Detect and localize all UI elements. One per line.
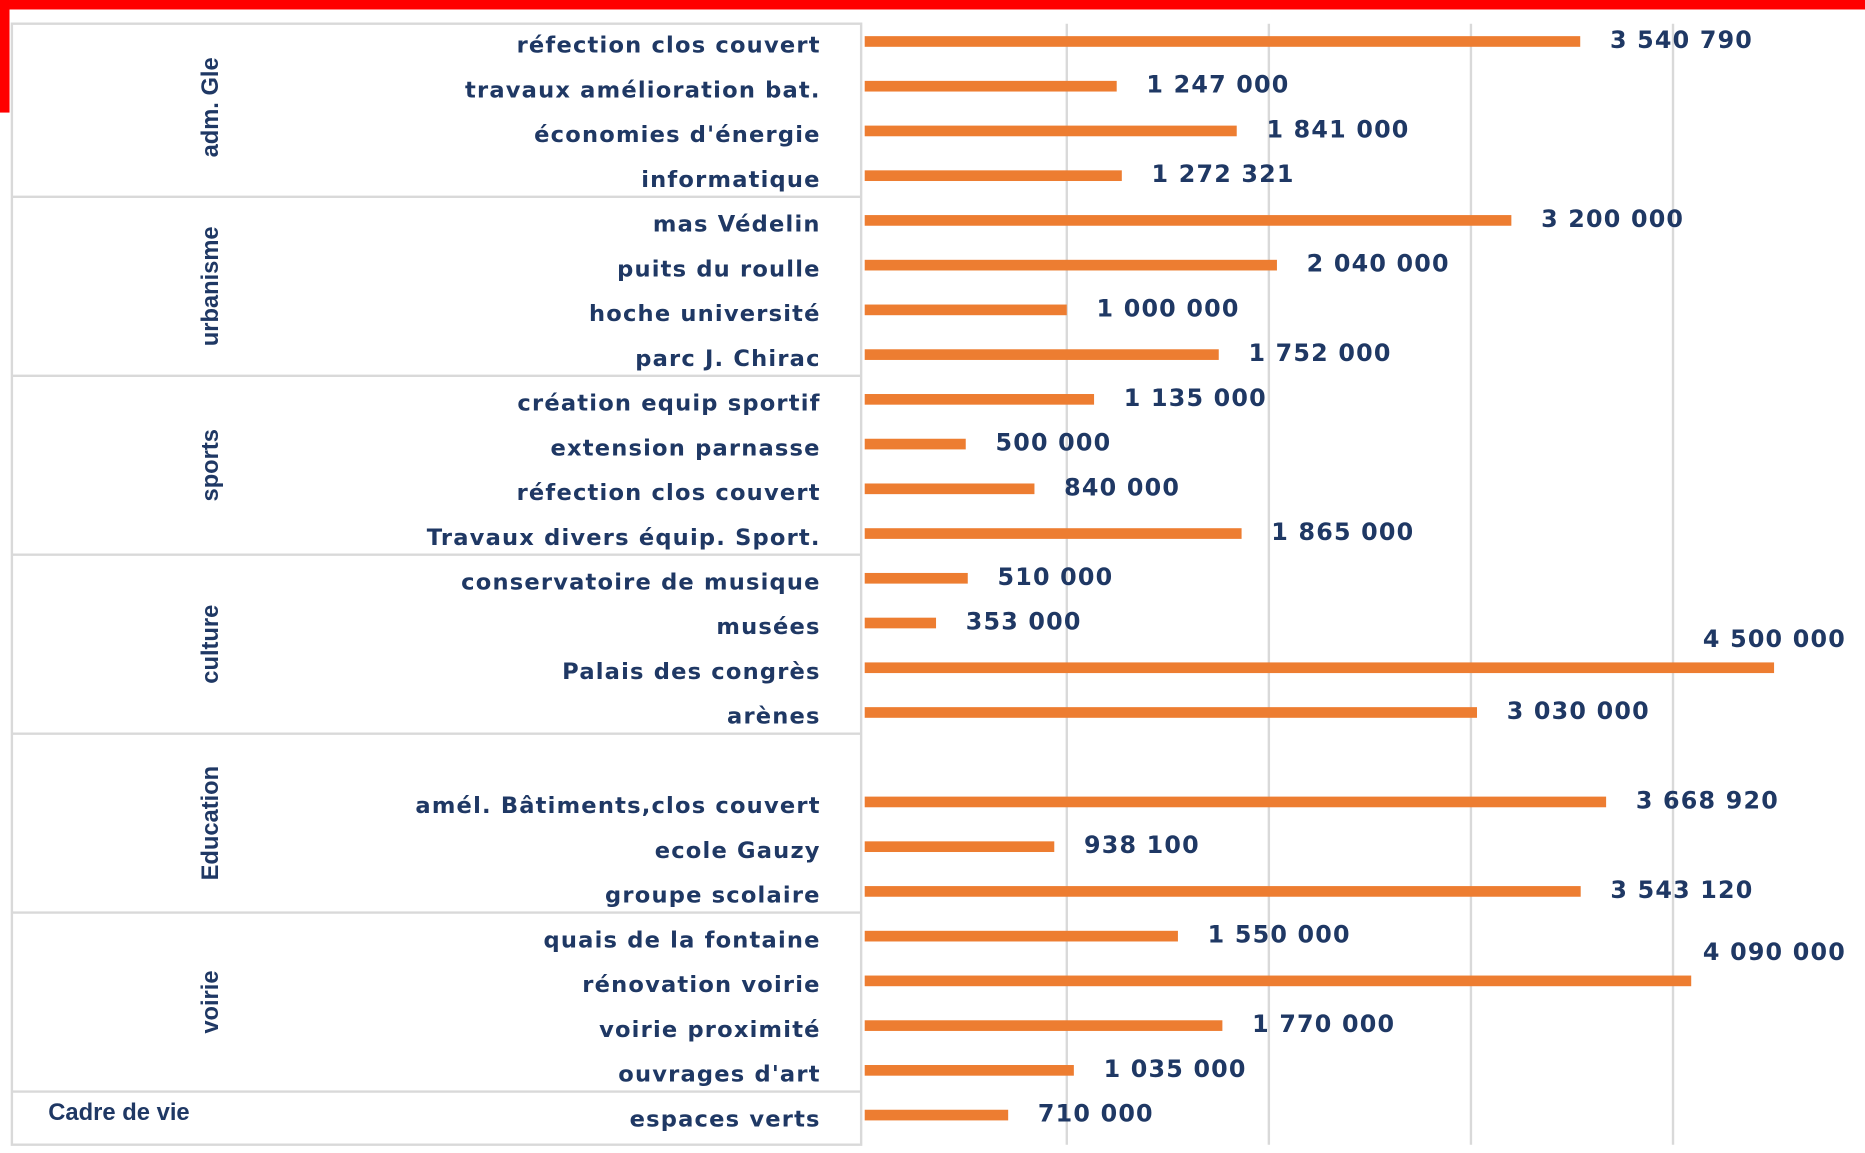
category-label: conservatoire de musique	[461, 570, 821, 596]
bar	[864, 259, 1277, 271]
category-label: ouvrages d'art	[618, 1062, 820, 1088]
bar	[864, 617, 937, 629]
category-label: groupe scolaire	[605, 883, 821, 909]
bar	[864, 886, 1581, 897]
bar	[864, 80, 1117, 92]
value-label: 710 000	[1038, 1100, 1154, 1128]
bar	[864, 1020, 1223, 1031]
category-label: rénovation voirie	[582, 972, 820, 998]
category-label: amél. Bâtiments,clos couvert	[415, 793, 820, 819]
category-label: mas Védelin	[653, 212, 821, 238]
value-label: 1 770 000	[1252, 1010, 1395, 1038]
group-label: urbanisme	[198, 226, 224, 346]
category-label: voirie proximité	[599, 1017, 821, 1043]
group-label: adm. Gle	[198, 57, 224, 157]
group-label: culture	[198, 605, 224, 684]
value-label: 1 000 000	[1097, 294, 1240, 322]
bar	[864, 215, 1512, 226]
bar	[864, 438, 966, 450]
value-label: 500 000	[995, 429, 1111, 457]
value-label: 1 865 000	[1271, 518, 1414, 546]
bar	[864, 36, 1581, 47]
value-label: 4 500 000	[1703, 625, 1846, 653]
category-label: Palais des congrès	[562, 659, 821, 685]
category-label: quais de la fontaine	[544, 927, 821, 953]
category-label: travaux amélioration bat.	[465, 77, 821, 103]
value-label: 938 100	[1084, 831, 1200, 859]
category-label: arènes	[727, 704, 821, 730]
value-label: 1 752 000	[1248, 339, 1391, 367]
category-label: Travaux divers équip. Sport.	[427, 525, 821, 551]
bar	[864, 170, 1122, 182]
category-label: parc J. Chirac	[635, 346, 820, 372]
bar	[864, 349, 1219, 360]
left-red-bar	[0, 0, 10, 113]
category-label: ecole Gauzy	[655, 838, 821, 864]
value-label: 1 272 321	[1152, 160, 1295, 188]
value-label: 1 135 000	[1124, 384, 1267, 412]
category-label: hoche université	[589, 301, 821, 327]
category-panel	[10, 22, 863, 1146]
bar	[864, 125, 1237, 137]
bar	[864, 930, 1178, 942]
bar	[864, 483, 1035, 495]
value-label: 3 668 920	[1636, 786, 1779, 814]
category-label: extension parnasse	[550, 435, 820, 461]
category-label: espaces verts	[630, 1106, 821, 1132]
value-label: 3 543 120	[1610, 876, 1753, 904]
category-label: réfection clos couvert	[517, 33, 821, 59]
value-label: 1 035 000	[1104, 1055, 1247, 1083]
bar	[864, 1065, 1074, 1076]
value-label: 510 000	[997, 563, 1113, 591]
bar	[864, 572, 968, 584]
value-label: 4 090 000	[1703, 938, 1846, 966]
group-label: sports	[198, 429, 224, 501]
bar	[864, 304, 1067, 316]
value-label: 840 000	[1064, 473, 1180, 501]
bar	[864, 528, 1242, 539]
category-label: création equip sportif	[517, 391, 820, 417]
value-label: 1 247 000	[1146, 71, 1289, 99]
bar	[864, 841, 1055, 853]
group-label: Cadre de vie	[48, 1100, 189, 1126]
category-label: réfection clos couvert	[517, 480, 821, 506]
top-red-bar	[0, 0, 1865, 10]
bar	[864, 662, 1775, 674]
category-label: musées	[716, 614, 820, 640]
value-label: 1 550 000	[1208, 921, 1351, 949]
bar	[864, 707, 1478, 718]
bar	[864, 394, 1095, 405]
category-label: informatique	[641, 167, 820, 193]
value-label: 3 200 000	[1541, 205, 1684, 233]
value-label: 3 030 000	[1507, 697, 1650, 725]
value-label: 2 040 000	[1307, 250, 1450, 278]
category-label: économies d'énergie	[534, 122, 821, 148]
value-label: 1 841 000	[1266, 115, 1409, 143]
bar	[864, 975, 1692, 987]
value-label: 353 000	[966, 608, 1082, 636]
bar	[864, 1109, 1009, 1121]
group-label: voirie	[198, 970, 224, 1033]
bar	[864, 796, 1607, 808]
value-label: 3 540 790	[1610, 26, 1753, 54]
category-label: puits du roulle	[617, 256, 821, 282]
group-label: Education	[198, 766, 224, 881]
